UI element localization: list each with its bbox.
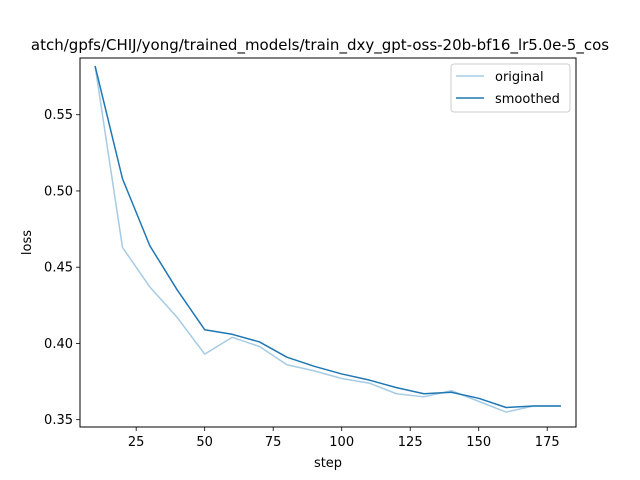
x-axis-label: step — [314, 456, 342, 471]
y-axis: 0.35 0.40 0.45 0.50 0.55 — [44, 108, 80, 428]
x-tick-label: 50 — [196, 435, 213, 450]
x-tick-label: 125 — [398, 435, 423, 450]
x-tick-label: 100 — [329, 435, 354, 450]
x-tick-label: 25 — [128, 435, 145, 450]
y-tick-label: 0.45 — [44, 261, 73, 276]
legend: original smoothed — [450, 63, 571, 113]
chart-title: atch/gpfs/CHIJ/yong/trained_models/train… — [31, 36, 609, 55]
y-axis-label: loss — [20, 230, 35, 255]
x-tick-label: 150 — [466, 435, 491, 450]
x-axis: 25 50 75 100 125 150 175 — [128, 427, 560, 450]
x-tick-label: 75 — [265, 435, 282, 450]
y-tick-label: 0.35 — [44, 413, 73, 428]
x-tick-label: 175 — [535, 435, 560, 450]
plot-area — [80, 58, 576, 427]
series-layer — [94, 65, 561, 413]
legend-label-original: original — [495, 70, 544, 85]
y-tick-label: 0.40 — [44, 337, 73, 352]
legend-label-smoothed: smoothed — [495, 92, 560, 107]
y-tick-label: 0.55 — [44, 108, 73, 123]
plot-frame — [79, 57, 577, 428]
series-line-original — [94, 65, 561, 413]
series-line-smoothed — [94, 65, 561, 409]
plot-background — [80, 58, 576, 427]
y-tick-label: 0.50 — [44, 184, 73, 199]
